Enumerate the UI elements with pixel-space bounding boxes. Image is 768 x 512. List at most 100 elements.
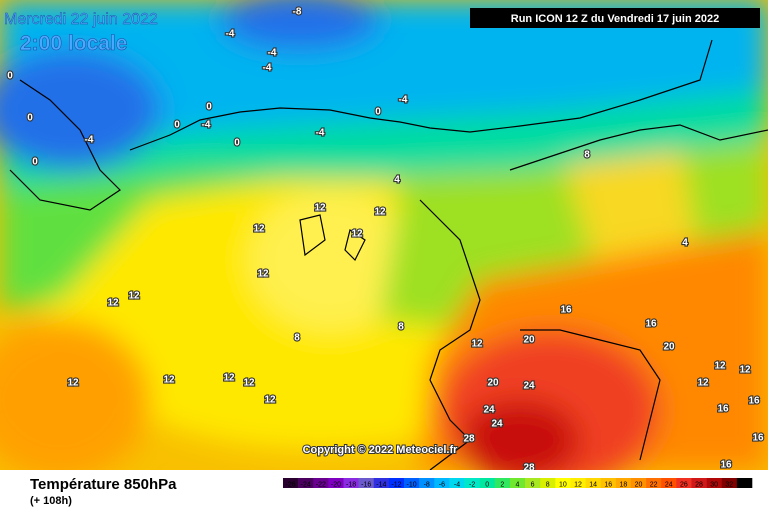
colorbar-tick-label: 6	[531, 481, 535, 488]
colorbar-tick-label: 16	[604, 481, 612, 488]
colorbar-tick-label: 30	[710, 481, 718, 488]
contour-label: 12	[67, 378, 79, 389]
contour-label: 16	[752, 433, 764, 444]
color-swatch	[661, 478, 677, 488]
colorbar-tick-label: -20	[331, 481, 341, 488]
contour-label: 12	[314, 203, 326, 214]
contour-label: 16	[560, 305, 572, 316]
contour-label: 0	[234, 138, 240, 149]
contour-label: 12	[107, 298, 119, 309]
contour-label: 16	[748, 396, 760, 407]
color-swatch	[373, 478, 390, 488]
colorbar-tick-label: -4	[454, 481, 460, 488]
color-swatch	[570, 478, 586, 488]
contour-label: 12	[243, 378, 255, 389]
colorbar-tick-label: 32	[725, 481, 733, 488]
colorbar-tick-label: 2	[500, 481, 504, 488]
color-swatch	[540, 478, 556, 488]
contour-label: 0	[375, 107, 381, 118]
colorbar-tick-label: 18	[620, 481, 628, 488]
local-time: 2:00 locale	[20, 32, 127, 55]
colorbar-tick-label: -26	[286, 481, 296, 488]
colorbar-tick-label: -14	[376, 481, 386, 488]
colorbar-tick-label: 26	[680, 481, 688, 488]
color-swatch	[404, 478, 420, 488]
forecast-hour: (+ 108h)	[30, 495, 72, 507]
colorbar-tick-label: -8	[424, 481, 430, 488]
run-info: Run ICON 12 Z du Vendredi 17 juin 2022	[511, 13, 719, 25]
color-swatch	[600, 478, 617, 488]
contour-label: 28	[463, 434, 475, 445]
contour-label: 20	[663, 342, 675, 353]
contour-label: 4	[394, 175, 400, 186]
color-swatch	[615, 478, 632, 488]
colorbar: -26 -24 -22 -20 -18 -16 -14 -12 -10 -8 -6 -4 -2 0 2 4 6 8…	[283, 478, 753, 488]
color-swatch	[494, 478, 511, 488]
color-swatch	[464, 478, 480, 488]
field-title: Température 850hPa	[30, 476, 177, 493]
contour-label: -4	[202, 120, 211, 131]
contour-label: 12	[739, 365, 751, 376]
color-swatch	[434, 478, 450, 488]
colorbar-tick-label: 24	[665, 481, 673, 488]
contour-label: 12	[257, 269, 269, 280]
contour-label: 12	[697, 378, 709, 389]
contour-label: 0	[206, 102, 212, 113]
color-swatch	[298, 478, 314, 488]
contour-label: -4	[85, 135, 94, 146]
color-swatch	[630, 478, 647, 488]
color-swatch	[691, 478, 707, 488]
contour-label: 0	[174, 120, 180, 131]
color-swatch	[555, 478, 571, 488]
date: Mercredi 22 juin 2022	[4, 11, 158, 28]
contour-label: 0	[27, 113, 33, 124]
contour-label: -4	[263, 63, 272, 74]
contour-label: 24	[483, 405, 495, 416]
contour-label: 12	[163, 375, 175, 386]
color-swatch	[646, 478, 662, 488]
colorbar-tick-label: -12	[391, 481, 401, 488]
coastlines	[9, 39, 768, 471]
colorbar-tick-label: 0	[485, 481, 489, 488]
color-swatch	[585, 478, 602, 488]
color-swatch	[479, 478, 496, 488]
contour-label: 12	[253, 224, 265, 235]
colorbar-tick-label: -22	[316, 481, 326, 488]
color-swatch	[358, 478, 375, 488]
color-swatch	[525, 478, 541, 488]
contour-label: -4	[226, 29, 235, 40]
contour-labels: -8 -4 -4 -4 0 0 -4 0 0 -4 0 -4 0 0 -4 4 8 12 12 12 12 12 12 12 4…	[6, 6, 765, 475]
copyright: Copyright © 2022 Meteociel.fr	[303, 444, 459, 456]
colorbar-tick-label: 10	[559, 481, 567, 488]
contour-label: 24	[523, 381, 535, 392]
contour-label: 16	[645, 319, 657, 330]
color-swatch	[388, 478, 405, 488]
colorbar-tick-label: 20	[635, 481, 643, 488]
colorbar-tick-label: -10	[407, 481, 417, 488]
colorbar-tick-label: -2	[469, 481, 475, 488]
contour-label: 8	[294, 333, 300, 344]
color-swatch	[676, 478, 692, 488]
contour-label: 12	[223, 373, 235, 384]
contour-label: -4	[399, 95, 408, 106]
color-swatch	[313, 478, 329, 488]
contour-label: 20	[523, 335, 535, 346]
contour-label: -4	[316, 128, 325, 139]
contour-label: 0	[32, 157, 38, 168]
contour-label: 20	[487, 378, 499, 389]
colorbar-tick-label: 4	[516, 481, 520, 488]
contour-label: 12	[714, 361, 726, 372]
contour-label: -4	[268, 48, 277, 59]
color-swatch	[328, 478, 344, 488]
contour-label: 12	[351, 229, 363, 240]
color-swatch	[449, 478, 465, 488]
contour-label: 4	[682, 238, 688, 249]
color-swatch	[721, 478, 738, 488]
colorbar-tick-label: -16	[361, 481, 371, 488]
contour-label: 16	[720, 460, 732, 471]
color-swatch	[509, 478, 526, 488]
contour-label: 12	[374, 207, 386, 218]
color-swatch	[736, 478, 753, 488]
